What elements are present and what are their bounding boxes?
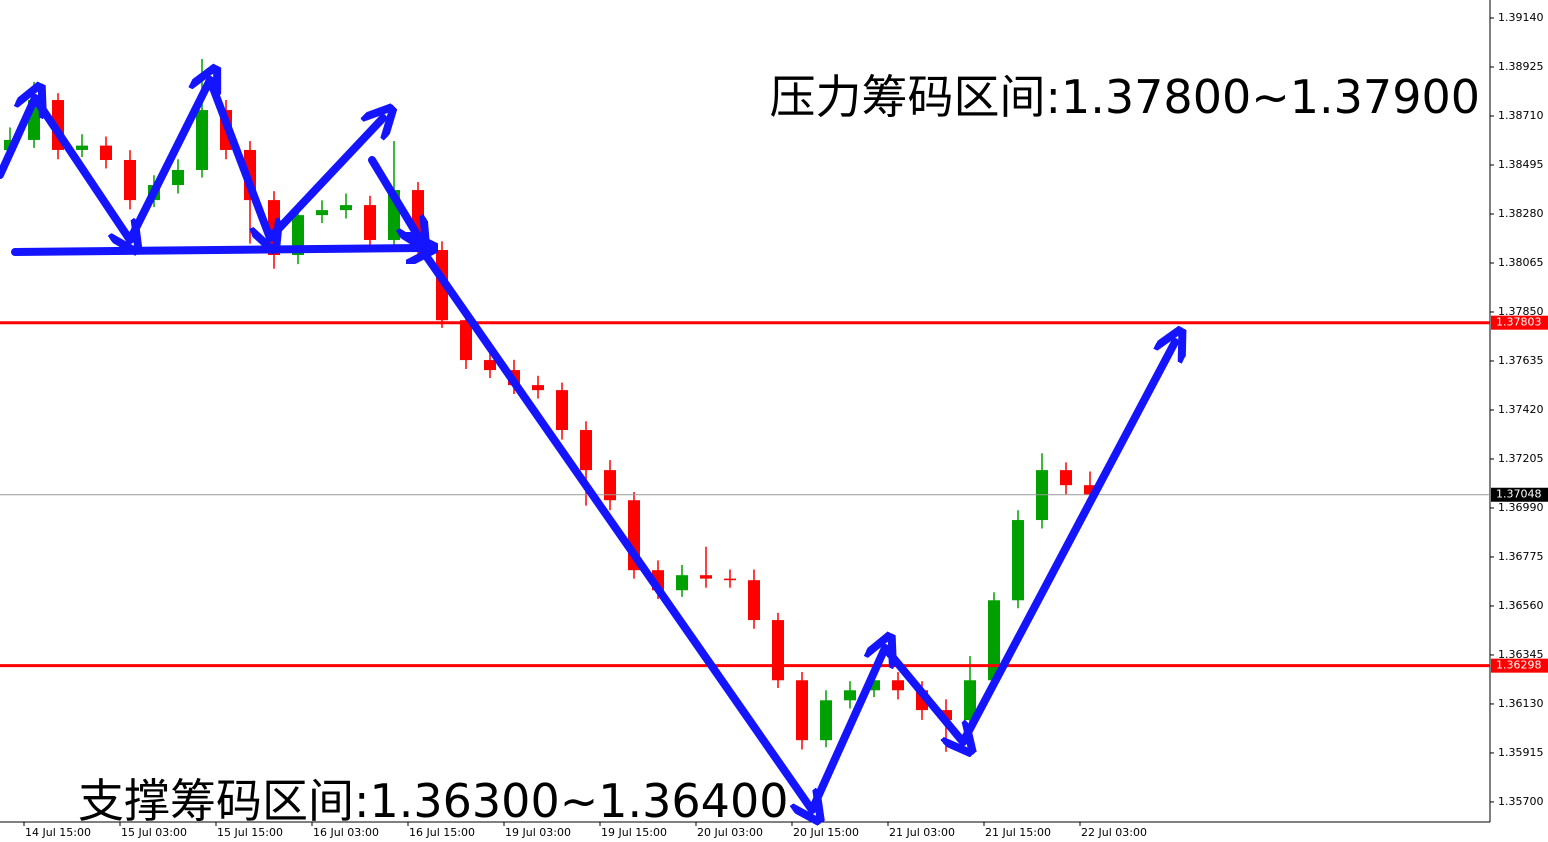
price-tag bbox=[1491, 487, 1548, 502]
candle-body bbox=[484, 360, 496, 371]
y-tick-label: 1.35915 bbox=[1498, 746, 1544, 759]
arrow bbox=[808, 648, 885, 814]
x-tick-label: 20 Jul 15:00 bbox=[793, 826, 859, 839]
candle-body bbox=[340, 205, 352, 211]
candle-body bbox=[292, 215, 304, 256]
arrow bbox=[418, 246, 812, 810]
candle-body bbox=[1060, 470, 1072, 486]
candle-body bbox=[964, 680, 976, 721]
candle-body bbox=[76, 145, 88, 150]
candle-body bbox=[556, 390, 568, 431]
y-tick-label: 1.38280 bbox=[1498, 207, 1544, 220]
candle-body bbox=[196, 110, 208, 171]
arrow bbox=[959, 342, 1175, 746]
price-tag bbox=[1491, 315, 1548, 330]
candle-body bbox=[1012, 520, 1024, 601]
candle-body bbox=[604, 470, 616, 501]
y-tick-label: 1.38925 bbox=[1498, 60, 1544, 73]
trend-arrows bbox=[0, 80, 1175, 810]
candle-body bbox=[412, 190, 424, 250]
candle-body bbox=[820, 700, 832, 741]
x-tick-label: 19 Jul 15:00 bbox=[601, 826, 667, 839]
arrow bbox=[31, 94, 130, 240]
y-tick-label: 1.36560 bbox=[1498, 599, 1544, 612]
candle-body bbox=[364, 205, 376, 240]
candle-body bbox=[892, 680, 904, 691]
x-tick-label: 20 Jul 03:00 bbox=[697, 826, 763, 839]
y-tick-label: 1.38495 bbox=[1498, 158, 1544, 171]
arrow bbox=[0, 98, 35, 179]
y-tick-label: 1.36990 bbox=[1498, 501, 1544, 514]
candle-body bbox=[748, 580, 760, 621]
candle-body bbox=[124, 159, 136, 201]
arrow bbox=[206, 76, 270, 238]
y-tick-label: 1.35700 bbox=[1498, 795, 1544, 808]
arrow bbox=[368, 156, 418, 236]
candle-body bbox=[172, 170, 184, 186]
candle-body bbox=[460, 320, 472, 361]
candle-body bbox=[316, 210, 328, 216]
candle-body bbox=[532, 385, 544, 391]
candle-body bbox=[1084, 485, 1096, 495]
arrow bbox=[126, 80, 210, 244]
x-tick-label: 16 Jul 15:00 bbox=[409, 826, 475, 839]
x-tick-label: 16 Jul 03:00 bbox=[313, 826, 379, 839]
price-tag-label: 1.36298 bbox=[1496, 659, 1542, 672]
y-tick-label: 1.37420 bbox=[1498, 403, 1544, 416]
y-tick-label: 1.39140 bbox=[1498, 11, 1544, 24]
x-tick-label: 15 Jul 03:00 bbox=[121, 826, 187, 839]
x-tick-label: 14 Jul 15:00 bbox=[25, 826, 91, 839]
candle-body bbox=[772, 620, 784, 681]
support-note: 支撑筹码区间:1.36300~1.36400 bbox=[78, 774, 788, 828]
candle-body bbox=[676, 575, 688, 591]
y-tick-label: 1.38065 bbox=[1498, 256, 1544, 269]
y-tick-label: 1.38710 bbox=[1498, 109, 1544, 122]
x-tick-label: 19 Jul 03:00 bbox=[505, 826, 571, 839]
y-tick-label: 1.36775 bbox=[1498, 550, 1544, 563]
x-tick-label: 22 Jul 03:00 bbox=[1081, 826, 1147, 839]
y-tick-label: 1.37635 bbox=[1498, 354, 1544, 367]
x-tick-label: 15 Jul 15:00 bbox=[217, 826, 283, 839]
candle-body bbox=[844, 690, 856, 701]
y-tick-label: 1.37205 bbox=[1498, 452, 1544, 465]
x-tick-label: 21 Jul 03:00 bbox=[889, 826, 955, 839]
x-tick-label: 21 Jul 15:00 bbox=[985, 826, 1051, 839]
price-tag-label: 1.37048 bbox=[1496, 488, 1542, 501]
candle-body bbox=[580, 430, 592, 471]
y-tick-label: 1.36130 bbox=[1498, 697, 1544, 710]
candle-body bbox=[100, 145, 112, 160]
y-tick-label: 1.36345 bbox=[1498, 648, 1544, 661]
arrow bbox=[11, 248, 422, 252]
price-tag-label: 1.37803 bbox=[1496, 316, 1542, 329]
candle-body bbox=[940, 710, 952, 721]
candle-body bbox=[988, 600, 1000, 681]
arrow bbox=[266, 118, 383, 242]
y-tick-label: 1.37850 bbox=[1498, 305, 1544, 318]
candle-body bbox=[868, 680, 880, 691]
price-tag bbox=[1491, 658, 1548, 673]
arrow bbox=[881, 644, 963, 742]
candle-body bbox=[796, 680, 808, 741]
candle-body bbox=[724, 578, 736, 581]
candle-body bbox=[700, 575, 712, 579]
resistance-note: 压力筹码区间:1.37800~1.37900 bbox=[770, 70, 1480, 124]
